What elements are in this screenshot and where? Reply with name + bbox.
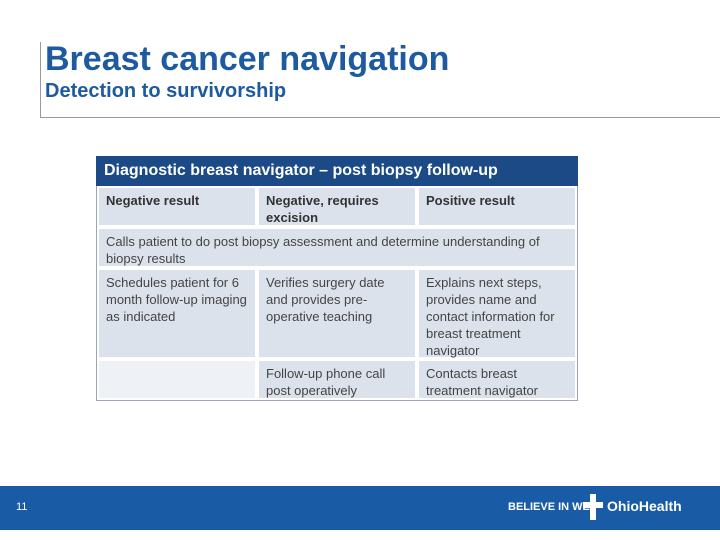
table-cell: Positive result — [417, 186, 577, 227]
table-cell: Negative, requires excision — [257, 186, 417, 227]
table-cell: Verifies surgery date and provides pre-o… — [257, 268, 417, 359]
divider-horizontal — [40, 117, 720, 118]
table-cell: Schedules patient for 6 month follow-up … — [97, 268, 257, 359]
slide-subtitle: Detection to survivorship — [45, 80, 287, 102]
table-title: Diagnostic breast navigator – post biops… — [96, 156, 578, 186]
brand: OhioHealth — [607, 498, 682, 514]
slide-title: Breast cancer navigation — [45, 40, 450, 78]
page-number: 11 — [16, 501, 28, 513]
table-cell: Calls patient to do post biopsy assessme… — [97, 227, 577, 268]
table-cell: Contacts breast treatment navigator — [417, 359, 577, 400]
table-cell: Explains next steps, provides name and c… — [417, 268, 577, 359]
logo-icon — [583, 494, 603, 520]
table-cell: Negative result — [97, 186, 257, 227]
table-cell: Follow-up phone call post operatively — [257, 359, 417, 400]
tagline: BELIEVE IN WE — [508, 501, 590, 513]
table-cell-empty — [97, 359, 257, 400]
divider-vertical — [40, 42, 41, 118]
